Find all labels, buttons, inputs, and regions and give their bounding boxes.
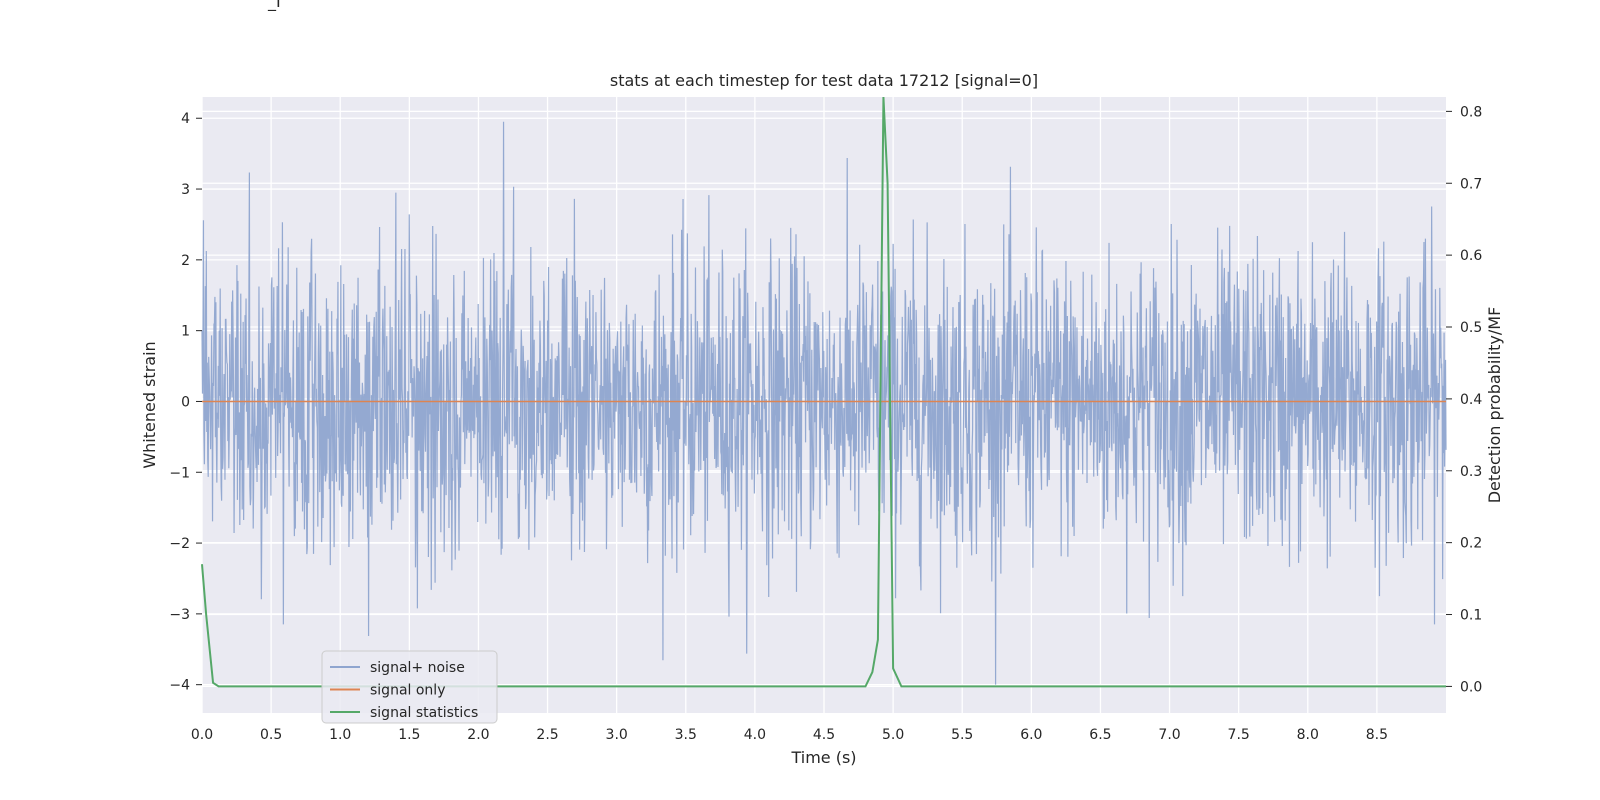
legend-entry: signal+ noise [370,660,465,676]
y-tick-label: 2 [181,253,190,269]
series-signal-noise [201,121,1447,685]
y-right-tick-label: 0.5 [1460,320,1482,336]
y-axis-label: Whitened strain [140,341,159,468]
legend-entry: signal only [370,683,445,699]
y-right-tick-label: 0.1 [1460,608,1482,624]
y-tick-label: −3 [169,607,190,623]
series-lines [201,96,1446,688]
x-tick-label: 2.0 [467,727,489,743]
y-right-tick-label: 0.4 [1460,392,1482,408]
x-tick-label: 7.0 [1158,727,1180,743]
series-line-signal-noise [201,121,1447,685]
x-tick-label: 7.5 [1228,727,1250,743]
header-fragment: _I [268,0,281,11]
legend-entry: signal statistics [370,705,478,721]
y-tick-label: 4 [181,111,190,127]
x-tick-label: 3.5 [675,727,697,743]
y-axis-right-label: Detection probability/MF [1485,307,1504,504]
x-tick-label: 4.0 [744,727,766,743]
y-tick-label: −1 [169,465,190,481]
y-right-tick-label: 0.3 [1460,464,1482,480]
axes: 0.0 0.5 1.0 1.5 2.0 2.5 3.0 3.5 4.0 4.5 5.0 5.5 6.0 6… [169,104,1482,743]
x-tick-label: 6.0 [1020,727,1042,743]
legend: signal+ noise signal only signal statistic… [321,650,498,724]
x-tick-label: 1.5 [398,727,420,743]
x-tick-label: 4.5 [813,727,835,743]
y-right-tick-label: 0.0 [1460,679,1482,695]
y-right-tick-label: 0.7 [1460,176,1482,192]
legend-box [321,650,498,724]
y-right-tick-label: 0.8 [1460,104,1482,120]
x-tick-label: 2.5 [536,727,558,743]
y-tick-label: 3 [181,182,190,198]
y-tick-label: 0 [181,394,190,410]
x-tick-label: 3.0 [606,727,628,743]
series-line-signal-statistics [201,96,1446,688]
y-right-tick-label: 0.2 [1460,536,1482,552]
chart-title: stats at each timestep for test data 172… [610,71,1038,90]
x-tick-label: 0.0 [191,727,213,743]
x-tick-label: 6.5 [1089,727,1111,743]
y-right-tick-label: 0.6 [1460,248,1482,264]
y-tick-label: −2 [169,536,190,552]
x-axis-label: Time (s) [790,748,856,767]
x-tick-label: 8.0 [1297,727,1319,743]
x-tick-label: 8.5 [1366,727,1388,743]
x-tick-label: 5.0 [882,727,904,743]
x-tick-label: 1.0 [329,727,351,743]
x-tick-label: 0.5 [260,727,282,743]
y-tick-label: 1 [181,324,190,340]
y-tick-label: −4 [169,678,190,694]
x-tick-label: 5.5 [951,727,973,743]
